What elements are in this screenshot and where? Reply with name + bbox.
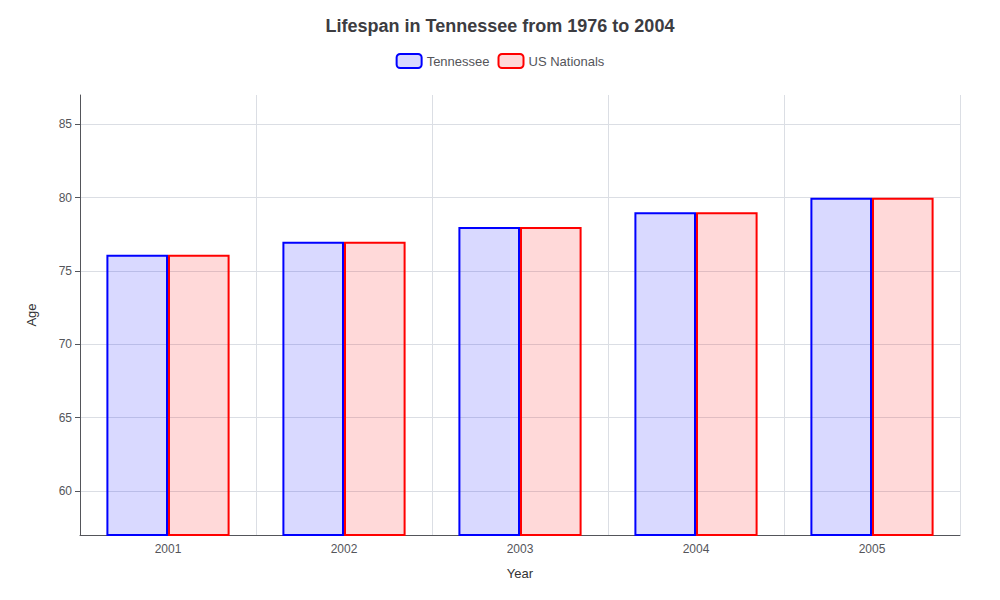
svg-text:Lifespan in Tennessee from 197: Lifespan in Tennessee from 1976 to 2004: [326, 16, 675, 36]
svg-text:70: 70: [59, 337, 73, 351]
svg-text:Year: Year: [507, 566, 534, 581]
svg-text:2005: 2005: [859, 542, 886, 556]
svg-text:2003: 2003: [507, 542, 534, 556]
svg-text:85: 85: [59, 117, 73, 131]
svg-text:2002: 2002: [331, 542, 358, 556]
svg-text:Age: Age: [24, 303, 39, 326]
svg-text:65: 65: [59, 411, 73, 425]
svg-text:75: 75: [59, 264, 73, 278]
svg-text:US Nationals: US Nationals: [529, 54, 605, 69]
svg-text:2001: 2001: [155, 542, 182, 556]
svg-text:Tennessee: Tennessee: [427, 54, 490, 69]
svg-text:60: 60: [59, 484, 73, 498]
svg-text:80: 80: [59, 191, 73, 205]
svg-text:2004: 2004: [683, 542, 710, 556]
